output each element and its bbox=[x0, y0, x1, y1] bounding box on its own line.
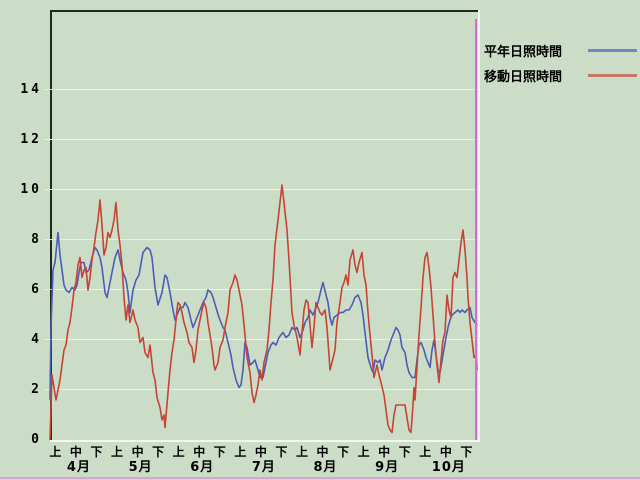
x-axis-tick-4月-下: 下 bbox=[90, 445, 103, 459]
y-axis-label-0: 0 bbox=[31, 432, 42, 447]
x-axis-month-label-5月: 5月 bbox=[128, 460, 153, 475]
plot-border-left bbox=[50, 10, 52, 442]
y-axis-label-10: 10 bbox=[20, 182, 42, 197]
plot-border-bottom bbox=[50, 440, 480, 442]
current-date-marker-line bbox=[475, 19, 477, 440]
x-axis-tick-4月-上: 上 bbox=[49, 445, 62, 459]
x-axis-tick-10月-下: 下 bbox=[460, 445, 473, 459]
gridline-2 bbox=[45, 389, 478, 390]
x-axis-month-label-6月: 6月 bbox=[190, 460, 215, 475]
x-axis-tick-4月-中: 中 bbox=[69, 445, 82, 459]
bottom-separator-line bbox=[0, 477, 640, 479]
y-axis-label-12: 12 bbox=[20, 132, 42, 147]
x-axis-month-label-9月: 9月 bbox=[375, 460, 400, 475]
x-axis-tick-8月-中: 中 bbox=[316, 445, 329, 459]
gridline-6 bbox=[45, 289, 478, 290]
x-axis-month-label-10月: 10月 bbox=[431, 460, 466, 475]
x-axis-tick-6月-中: 中 bbox=[193, 445, 206, 459]
plot-border-top bbox=[50, 10, 479, 12]
x-axis-tick-5月-上: 上 bbox=[111, 445, 124, 459]
legend-item-moving: 移動日照時間 bbox=[484, 63, 640, 88]
legend-label-moving: 移動日照時間 bbox=[484, 70, 563, 85]
x-axis-tick-9月-下: 下 bbox=[398, 445, 411, 459]
gridline-8 bbox=[45, 239, 478, 240]
x-axis-tick-5月-中: 中 bbox=[131, 445, 144, 459]
x-axis-month-label-4月: 4月 bbox=[66, 460, 91, 475]
x-axis-tick-6月-上: 上 bbox=[172, 445, 185, 459]
legend-item-normal: 平年日照時間 bbox=[484, 38, 640, 63]
x-axis-tick-10月-中: 中 bbox=[439, 445, 452, 459]
legend: 平年日照時間 移動日照時間 bbox=[484, 38, 640, 88]
x-axis-month-label-8月: 8月 bbox=[313, 460, 338, 475]
x-axis-month-label-7月: 7月 bbox=[251, 460, 276, 475]
y-axis-label-6: 6 bbox=[31, 282, 42, 297]
gridline-10 bbox=[45, 189, 478, 190]
x-axis-tick-9月-上: 上 bbox=[357, 445, 370, 459]
x-axis-tick-7月-上: 上 bbox=[234, 445, 247, 459]
x-axis-tick-7月-中: 中 bbox=[254, 445, 267, 459]
plot-border-right bbox=[478, 10, 480, 442]
x-axis-tick-9月-中: 中 bbox=[378, 445, 391, 459]
legend-label-normal: 平年日照時間 bbox=[484, 45, 563, 60]
x-axis-tick-8月-下: 下 bbox=[337, 445, 350, 459]
y-axis-label-2: 2 bbox=[31, 382, 42, 397]
y-axis-label-14: 14 bbox=[20, 82, 42, 97]
gridline-12 bbox=[45, 139, 478, 140]
x-axis-tick-7月-下: 下 bbox=[275, 445, 288, 459]
legend-swatch-moving-line bbox=[588, 74, 637, 77]
x-axis-tick-8月-上: 上 bbox=[295, 445, 308, 459]
y-axis-label-4: 4 bbox=[31, 332, 42, 347]
x-axis-tick-10月-上: 上 bbox=[419, 445, 432, 459]
legend-swatch-normal-line bbox=[588, 49, 637, 52]
y-axis-label-8: 8 bbox=[31, 232, 42, 247]
x-axis-tick-6月-下: 下 bbox=[213, 445, 226, 459]
gridline-14 bbox=[45, 89, 478, 90]
x-axis-tick-5月-下: 下 bbox=[152, 445, 165, 459]
gridline-4 bbox=[45, 339, 478, 340]
